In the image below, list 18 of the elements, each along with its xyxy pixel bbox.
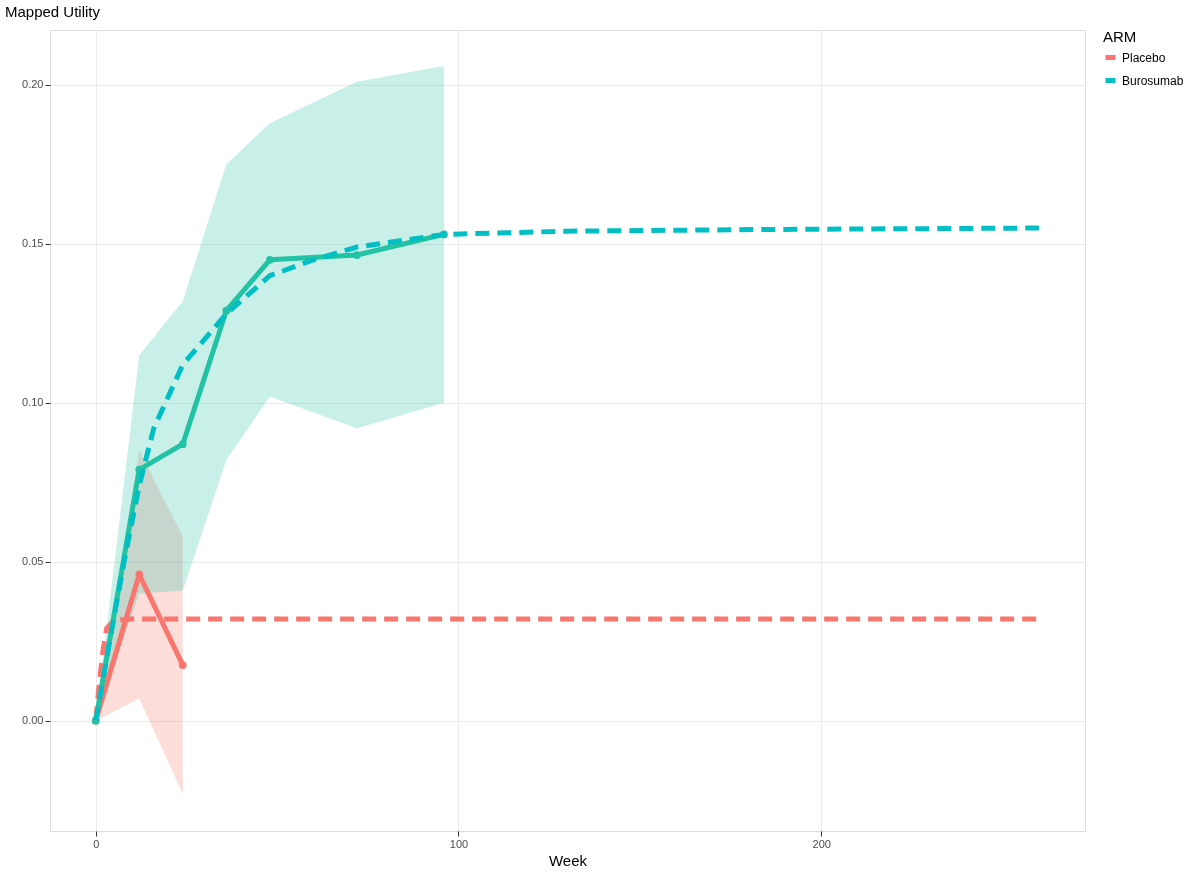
y-tick-label: 0.15 — [22, 237, 44, 250]
y-axis-title: Mapped Utility — [5, 3, 101, 20]
point — [178, 661, 187, 669]
y-tick-label: 0.05 — [22, 555, 44, 568]
legend-label: Placebo — [1122, 50, 1166, 65]
x-tick-label: 0 — [93, 837, 100, 850]
y-tick-label: 0.00 — [22, 714, 44, 727]
y-tick-label: 0.20 — [22, 78, 44, 91]
x-axis-title: Week — [548, 851, 588, 869]
x-tick-label: 100 — [449, 837, 469, 850]
point — [178, 440, 187, 449]
legend-title: ARM — [1103, 28, 1137, 45]
point — [222, 306, 231, 315]
x-tick-label: 200 — [812, 837, 831, 850]
point — [265, 255, 274, 264]
point — [353, 251, 361, 259]
y-tick-label: 0.10 — [22, 396, 44, 409]
legend-label: Burosumab — [1122, 73, 1184, 88]
